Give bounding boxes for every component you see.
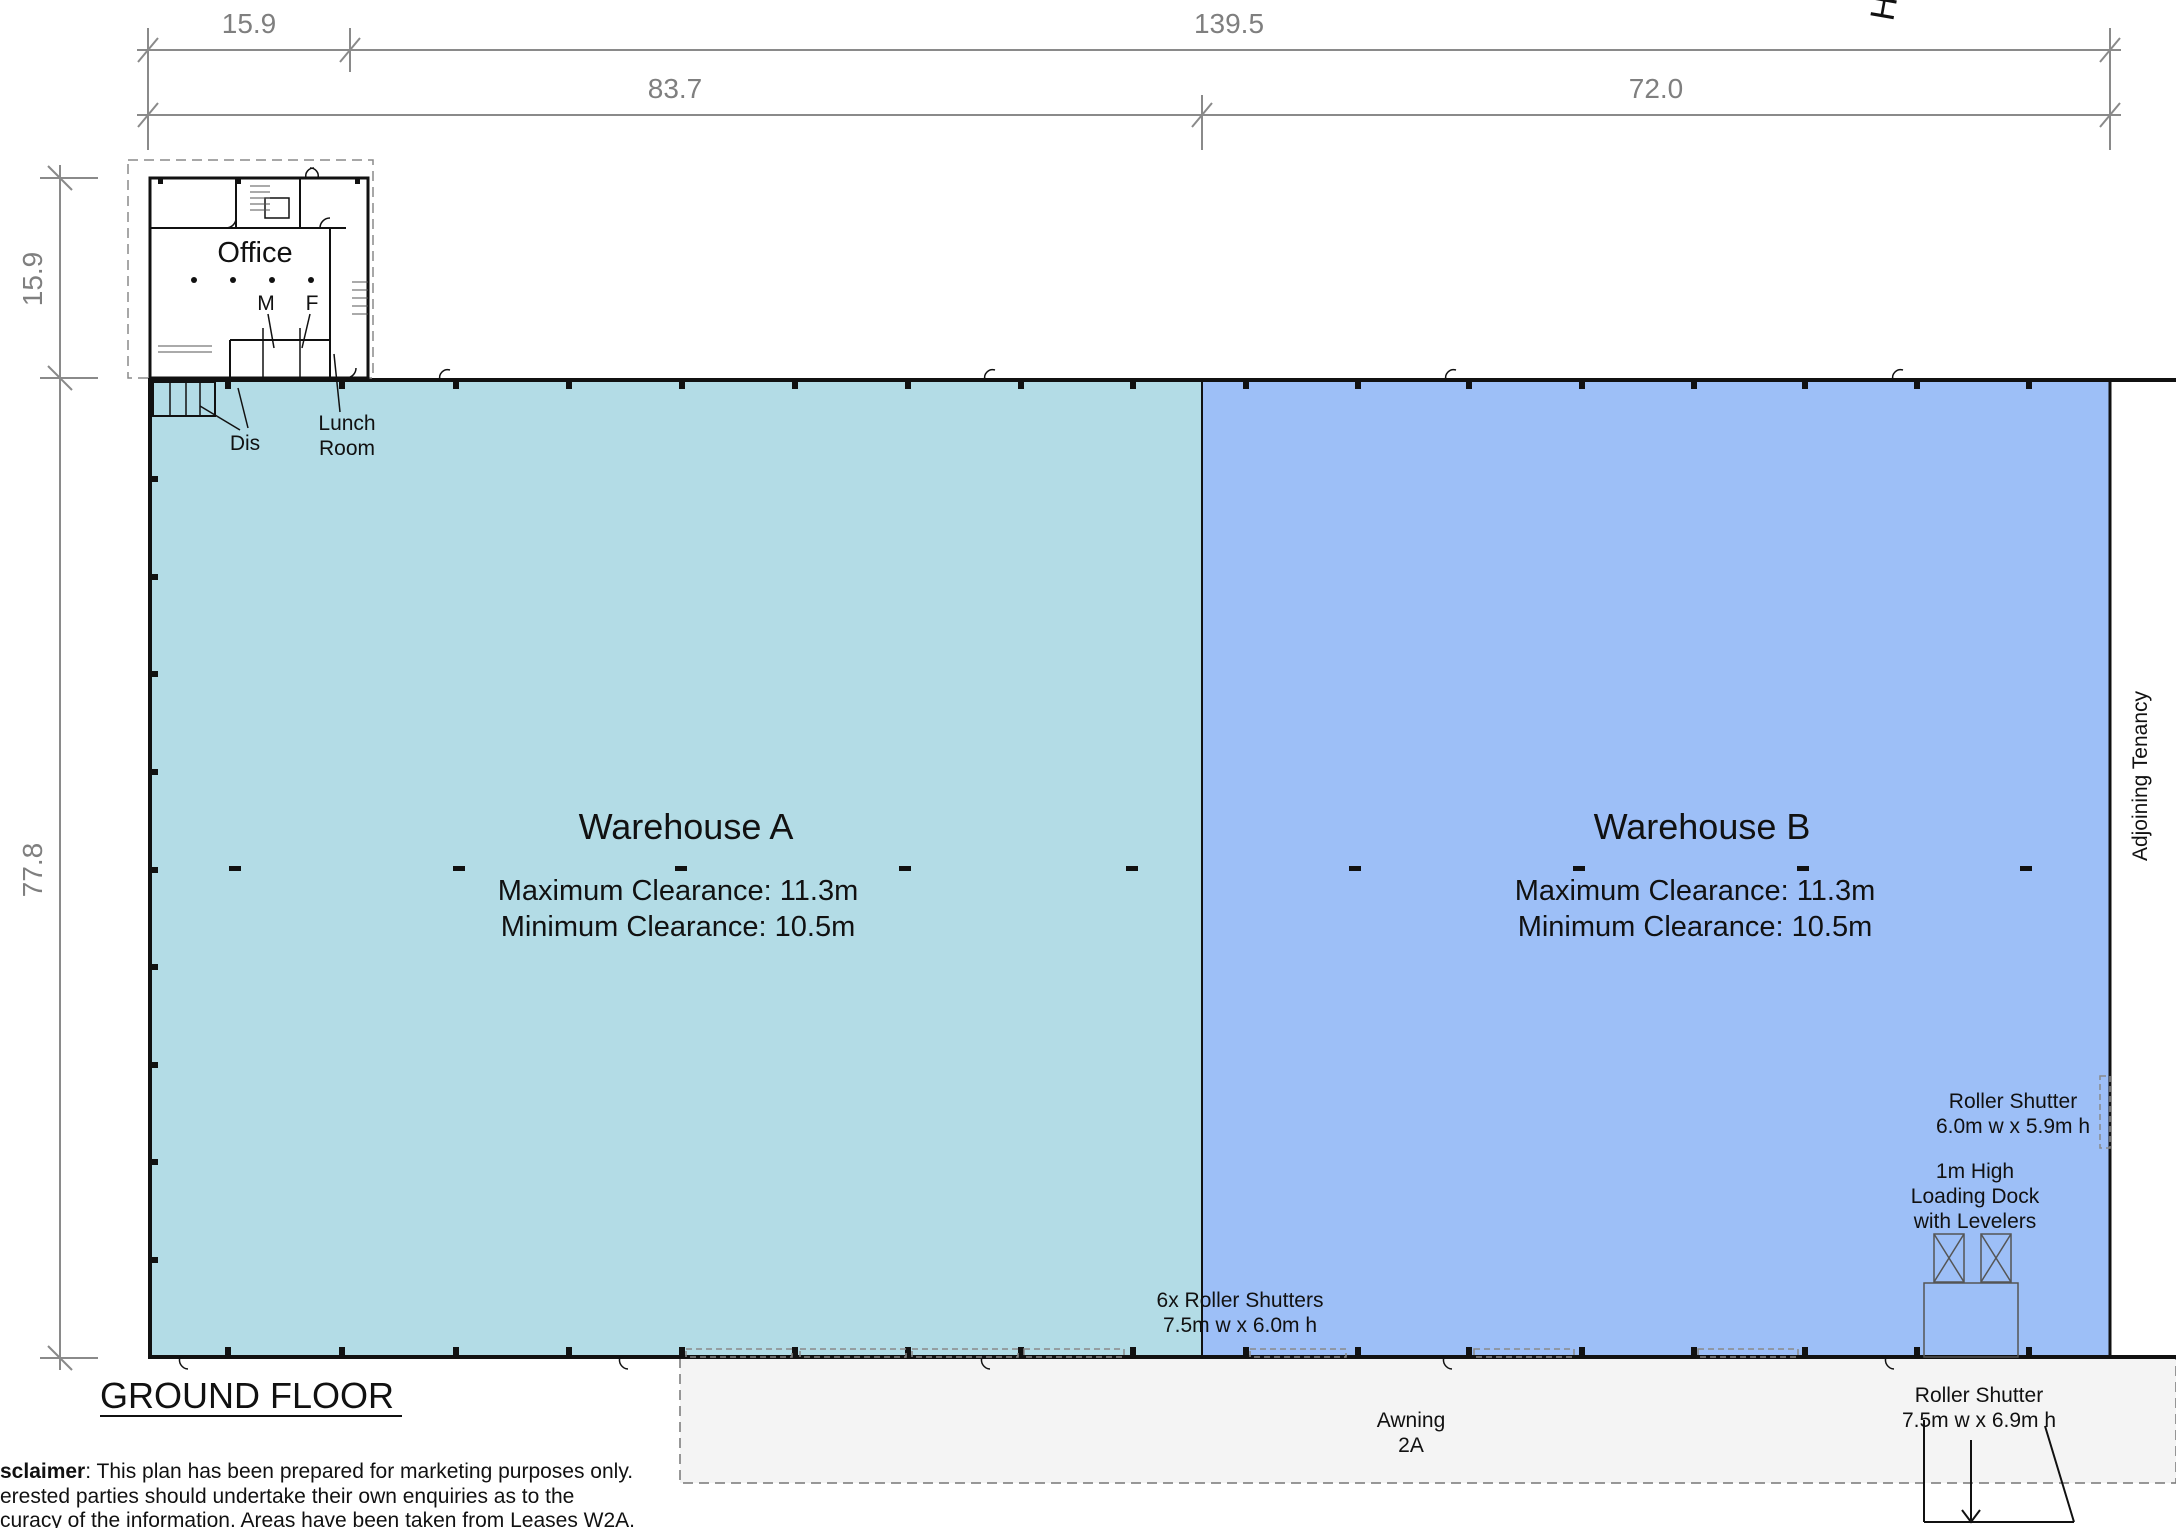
male-wc-label: M: [257, 292, 275, 315]
warehouse-b-title: Warehouse B: [1594, 806, 1811, 847]
side-roller-shutter-line1: Roller Shutter: [1949, 1090, 2077, 1113]
office-doors: [225, 167, 357, 379]
adjoining-tenancy-label: Adjoining Tenancy: [2129, 690, 2152, 861]
dock-roller-shutter-line1: Roller Shutter: [1915, 1384, 2043, 1407]
dim-office-width: 15.9: [222, 8, 277, 39]
office-columns: [158, 178, 360, 283]
awning-label-line2: 2A: [1398, 1434, 1424, 1457]
dim-office-depth: 15.9: [17, 252, 48, 307]
dim-section-b: 72.0: [1629, 73, 1684, 104]
warehouse-a-max-clearance: Maximum Clearance: 11.3m: [498, 875, 858, 907]
interior-columns: [229, 866, 2032, 871]
front-roller-shutters: [685, 1348, 1799, 1358]
dock-roller-shutter-line2: 7.5m w x 6.9m h: [1902, 1409, 2056, 1432]
warehouse-b-max-clearance: Maximum Clearance: 11.3m: [1515, 875, 1875, 907]
disclaimer-line3: curacy of the information. Areas have be…: [0, 1509, 635, 1528]
side-roller-shutter-line2: 6.0m w x 5.9m h: [1936, 1115, 2090, 1138]
dock-access-lines: [1923, 1420, 2075, 1524]
disabled-wc-label: Dis: [230, 432, 260, 455]
dim-overall-length: 139.5: [1194, 8, 1264, 39]
warehouse-a-title: Warehouse A: [579, 806, 794, 847]
disclaimer-line2: erested parties should undertake their o…: [0, 1485, 574, 1508]
floor-title: GROUND FLOOR: [100, 1375, 394, 1416]
top-dimension-lines: [137, 28, 2121, 150]
disclaimer-line1: sclaimer: This plan has been prepared fo…: [0, 1460, 633, 1483]
dim-warehouse-depth: 77.8: [17, 843, 48, 898]
warehouse-b-min-clearance: Minimum Clearance: 10.5m: [1518, 911, 1873, 943]
disclaimer-bold-word: sclaimer: [0, 1460, 85, 1483]
office-stair: [158, 185, 368, 353]
awning-label-line1: Awning: [1377, 1409, 1446, 1432]
corner-text-fragment: H: [1863, 0, 1905, 23]
lunch-room-label-line2: Room: [319, 437, 375, 460]
loading-dock-line3: with Levelers: [1913, 1210, 2037, 1233]
front-roller-shutters-line1: 6x Roller Shutters: [1157, 1289, 1324, 1312]
dim-section-a: 83.7: [648, 73, 703, 104]
office-leader-lines: [199, 313, 341, 431]
loading-dock-line1: 1m High: [1936, 1160, 2014, 1183]
loading-dock: [1923, 1233, 2019, 1358]
side-roller-shutter: [2099, 1075, 2111, 1149]
warehouse-a-min-clearance: Minimum Clearance: 10.5m: [501, 911, 856, 943]
structural-columns: [150, 380, 2032, 1356]
office-outline-dashed: [127, 159, 374, 379]
disclaimer-line1-rest: : This plan has been prepared for market…: [85, 1460, 633, 1483]
lunch-room-label-line1: Lunch: [318, 412, 375, 435]
left-dimension-lines: [40, 165, 98, 1371]
female-wc-label: F: [306, 292, 319, 315]
loading-dock-line2: Loading Dock: [1911, 1185, 2040, 1208]
warehouse-walls: [148, 378, 2176, 1359]
office-title: Office: [217, 237, 292, 269]
personnel-doors: [178, 368, 1904, 1370]
awning-area: [679, 1357, 2176, 1484]
front-roller-shutters-line2: 7.5m w x 6.0m h: [1163, 1314, 1317, 1337]
